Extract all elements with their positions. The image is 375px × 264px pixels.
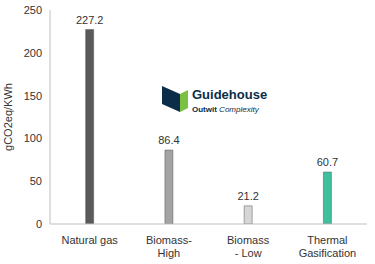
svg-text:Outwit Complexity: Outwit Complexity <box>192 105 260 114</box>
svg-text:250: 250 <box>24 4 42 16</box>
svg-text:Guidehouse: Guidehouse <box>192 87 267 102</box>
svg-text:21.2: 21.2 <box>237 190 258 202</box>
svg-text:200: 200 <box>24 47 42 59</box>
svg-text:gCO2eq/KWh: gCO2eq/KWh <box>8 83 14 151</box>
svg-text:150: 150 <box>24 90 42 102</box>
svg-text:Biomass-High: Biomass-High <box>146 234 192 259</box>
svg-text:Biomass- Low: Biomass- Low <box>227 234 270 259</box>
svg-text:0: 0 <box>36 218 42 230</box>
svg-text:Natural gas: Natural gas <box>61 234 118 246</box>
svg-text:100: 100 <box>24 132 42 144</box>
svg-text:60.7: 60.7 <box>317 156 338 168</box>
svg-text:50: 50 <box>30 175 42 187</box>
svg-text:227.2: 227.2 <box>76 14 104 26</box>
svg-text:ThermalGasification: ThermalGasification <box>299 234 356 259</box>
svg-text:86.4: 86.4 <box>158 134 179 146</box>
